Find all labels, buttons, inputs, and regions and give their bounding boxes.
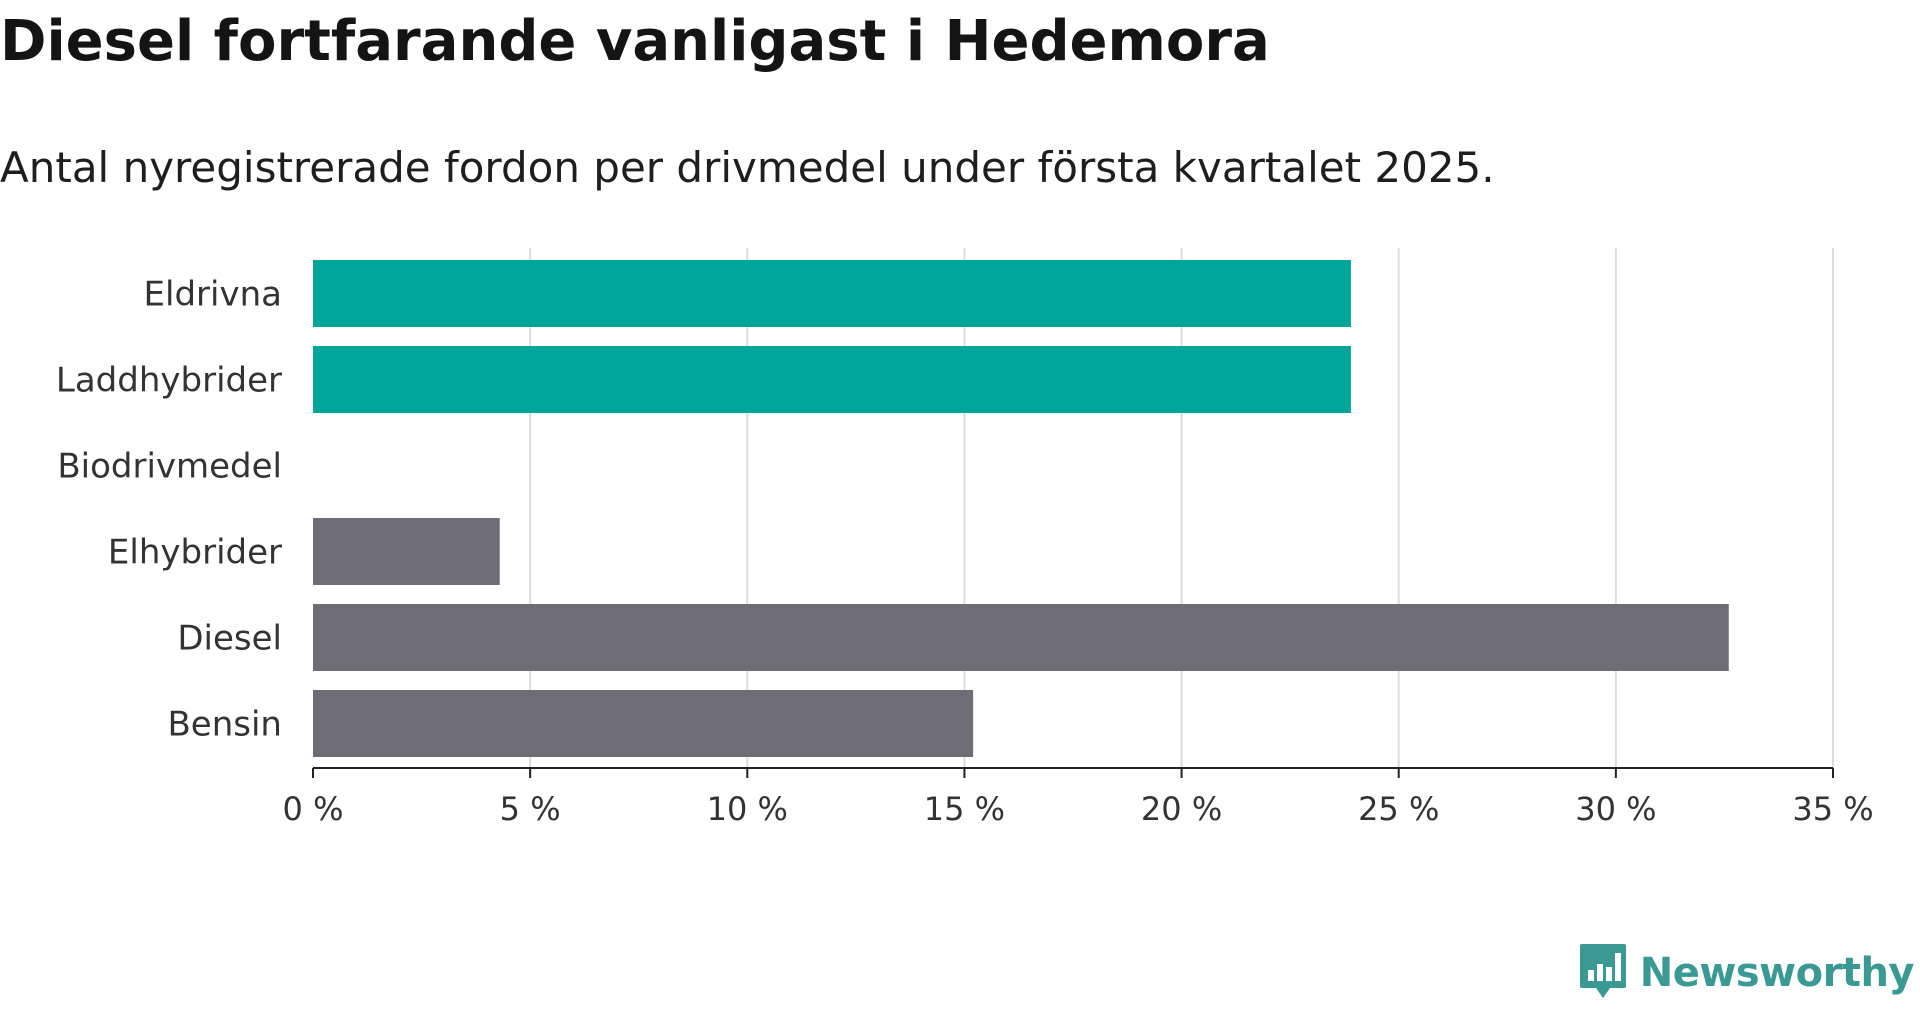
bar-eldrivna	[313, 260, 1351, 327]
category-label: Diesel	[177, 619, 282, 659]
x-tick-label: 0 %	[283, 790, 344, 828]
x-axis: 0 % 5 % 10 % 15 % 20 % 25 % 30 % 35 %	[283, 767, 1874, 828]
category-label: Eldrivna	[144, 275, 282, 315]
category-label: Bensin	[167, 705, 282, 745]
bar-laddhybrider	[313, 346, 1351, 413]
x-tick-label: 35 %	[1792, 790, 1873, 828]
category-label: Elhybrider	[108, 533, 282, 573]
x-tick-label: 5 %	[500, 790, 561, 828]
category-labels: Eldrivna Laddhybrider Biodrivmedel Elhybrid…	[56, 275, 282, 745]
chart-title: Diesel fortfarande vanligast i Hedemora	[0, 9, 1270, 74]
category-label: Laddhybrider	[56, 361, 282, 401]
gridlines	[529, 248, 1834, 768]
x-tick-label: 10 %	[707, 790, 788, 828]
category-label: Biodrivmedel	[57, 447, 282, 487]
newsworthy-chart-bubble-icon	[1578, 942, 1628, 1004]
x-tick-label: 30 %	[1575, 790, 1656, 828]
bar-bensin	[313, 690, 974, 757]
bar-elhybrider	[313, 518, 500, 585]
x-tick-label: 25 %	[1358, 790, 1439, 828]
brand-logo: Newsworthy	[1578, 940, 1915, 1006]
chart-subtitle: Antal nyregistrerade fordon per drivmede…	[0, 143, 1495, 192]
brand-name: Newsworthy	[1639, 950, 1915, 996]
bars	[313, 260, 1729, 757]
x-tick-label: 20 %	[1141, 790, 1222, 828]
x-tick-label: 15 %	[924, 790, 1005, 828]
bar-diesel	[313, 604, 1729, 671]
